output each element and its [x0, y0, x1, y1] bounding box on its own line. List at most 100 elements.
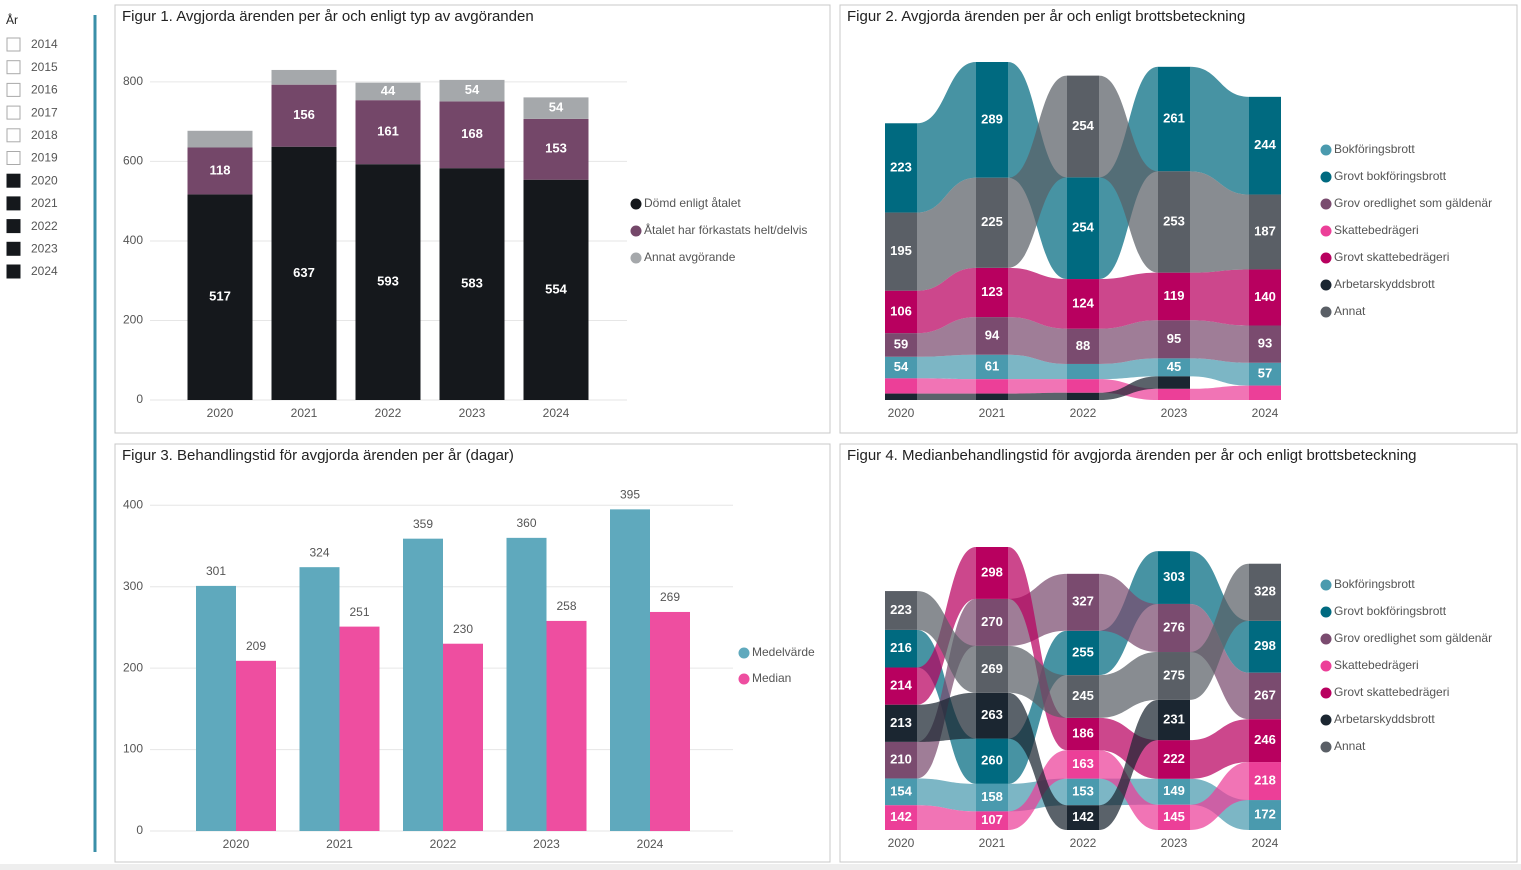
value-label: 153	[545, 141, 567, 156]
x-tick-label: 2021	[291, 406, 318, 420]
slicer-label[interactable]: 2014	[31, 37, 58, 51]
value-label: 210	[890, 752, 912, 767]
value-label: 258	[556, 599, 576, 613]
value-label: 593	[377, 274, 399, 289]
ribbon-bar	[885, 805, 917, 830]
bar	[546, 620, 587, 831]
chart-panel: Figur 2. Avgjorda ärenden per år och enl…	[839, 4, 1518, 434]
ribbon-bar	[1249, 96, 1281, 195]
ribbon	[1190, 171, 1249, 273]
value-label: 94	[985, 327, 1000, 342]
ribbon-bar	[1249, 325, 1281, 363]
value-label: 213	[890, 715, 912, 730]
bar-segment	[271, 69, 337, 85]
slicer-item[interactable]: 2016	[6, 82, 58, 97]
slicer-item[interactable]: 2015	[6, 60, 58, 75]
slicer-item[interactable]: 2018	[6, 128, 58, 143]
ribbon	[1099, 699, 1158, 830]
value-label: 142	[890, 809, 912, 824]
ribbon	[1099, 376, 1158, 400]
slicer-item[interactable]: 2022	[6, 219, 58, 234]
slicer-label[interactable]: 2018	[31, 128, 58, 142]
checkbox[interactable]	[6, 60, 21, 75]
ribbon	[1190, 66, 1249, 195]
checkbox[interactable]	[6, 82, 21, 97]
checkbox[interactable]	[6, 105, 21, 120]
y-tick-label: 200	[123, 313, 143, 327]
slicer-title: År	[6, 12, 18, 27]
checkbox[interactable]	[6, 196, 21, 211]
legend-marker	[630, 225, 642, 237]
value-label: 517	[209, 289, 231, 304]
legend-marker	[738, 673, 750, 685]
ribbon	[1008, 75, 1067, 268]
checkbox[interactable]	[6, 173, 21, 188]
value-label: 54	[894, 359, 909, 374]
y-tick-label: 200	[123, 660, 143, 674]
x-tick-label: 2023	[459, 406, 486, 420]
bar-segment	[439, 79, 505, 102]
ribbon-bar	[1067, 75, 1099, 178]
x-tick-label: 2021	[979, 406, 1006, 420]
slicer-label[interactable]: 2022	[31, 219, 58, 233]
ribbon-bar	[885, 667, 917, 705]
value-label: 251	[349, 605, 369, 619]
slicer-label[interactable]: 2019	[31, 151, 58, 165]
value-label: 359	[413, 517, 433, 531]
x-tick-label: 2022	[375, 406, 402, 420]
legend-marker	[1320, 306, 1332, 318]
ribbon-bar	[885, 591, 917, 630]
value-label: 154	[890, 783, 912, 798]
x-tick-label: 2020	[888, 406, 915, 420]
slicer-item[interactable]: 2020	[6, 173, 58, 188]
value-label: 267	[1254, 687, 1276, 702]
legend-label: Grovt skattebedrägeri	[1334, 250, 1449, 264]
value-label: 118	[210, 162, 231, 177]
ribbon-bar	[976, 598, 1008, 646]
value-label: 218	[1254, 773, 1276, 788]
legend-label: Skattebedrägeri	[1334, 223, 1419, 237]
slicer-item[interactable]: 2024	[6, 264, 58, 279]
checkbox[interactable]	[6, 128, 21, 143]
checkbox[interactable]	[6, 241, 21, 256]
ribbon-bar	[1249, 194, 1281, 270]
value-label: 260	[981, 753, 1003, 768]
slicer-item[interactable]: 2021	[6, 196, 58, 211]
x-tick-label: 2024	[1252, 406, 1279, 420]
x-tick-label: 2021	[979, 836, 1006, 850]
ribbon-bar	[885, 629, 917, 668]
slicer-label[interactable]: 2024	[31, 264, 58, 278]
y-tick-label: 800	[123, 74, 143, 88]
slicer-item[interactable]: 2014	[6, 37, 58, 52]
chart-title: Figur 3. Behandlingstid för avgjorda äre…	[122, 447, 514, 464]
slicer-label[interactable]: 2015	[31, 60, 58, 74]
slicer-item[interactable]: 2023	[6, 241, 58, 256]
ribbon-bar	[1067, 778, 1099, 806]
slicer-label[interactable]: 2016	[31, 83, 58, 97]
value-label: 216	[890, 640, 912, 655]
ribbon-bar	[1158, 740, 1190, 779]
checkbox[interactable]	[6, 37, 21, 52]
ribbon-bar	[976, 811, 1008, 830]
bar	[196, 585, 236, 831]
slicer-label[interactable]: 2020	[31, 173, 58, 187]
slicer-label[interactable]: 2023	[31, 241, 58, 255]
slicer-item[interactable]: 2019	[6, 151, 58, 165]
ribbon-bar	[976, 547, 1008, 599]
value-label: 145	[1163, 809, 1185, 824]
x-tick-label: 2022	[430, 837, 457, 851]
slicer-item[interactable]: 2017	[6, 105, 58, 120]
legend-label: Annat	[1334, 739, 1366, 753]
legend-marker	[630, 198, 642, 210]
value-label: 276	[1163, 619, 1185, 634]
slicer-label[interactable]: 2021	[31, 196, 58, 210]
ribbon-bar	[885, 741, 917, 779]
slicer-label[interactable]: 2017	[31, 105, 58, 119]
checkbox[interactable]	[6, 219, 21, 234]
value-label: 107	[981, 812, 1003, 827]
legend-label: Grovt skattebedrägeri	[1334, 685, 1449, 699]
checkbox[interactable]	[6, 151, 21, 165]
value-label: 59	[894, 336, 908, 351]
checkbox[interactable]	[6, 264, 21, 279]
ribbon-bar	[885, 778, 917, 806]
